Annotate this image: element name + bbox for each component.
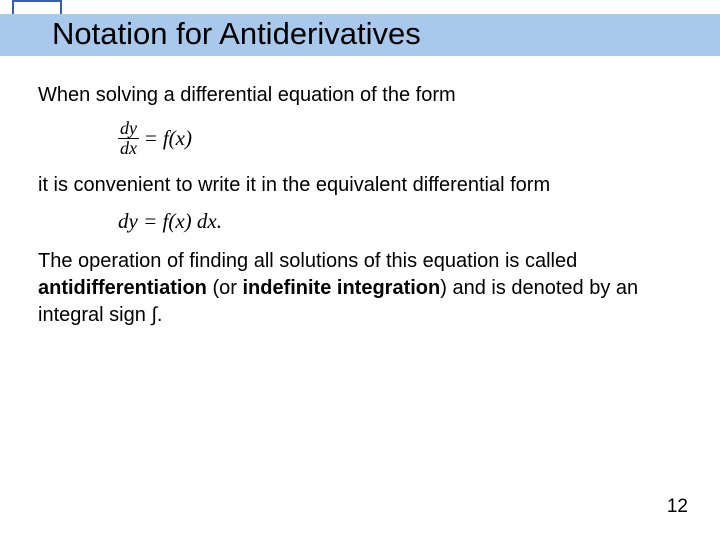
para3-text-c: (or [207, 277, 243, 299]
equals-sign: = [145, 126, 157, 151]
content-area: When solving a differential equation of … [38, 82, 682, 335]
term-indefinite-integration: indefinite integration [242, 277, 440, 299]
paragraph-1: When solving a differential equation of … [38, 82, 682, 109]
fraction-dy-dx: dy dx [118, 119, 139, 158]
fraction-numerator: dy [118, 119, 139, 138]
slide-title: Notation for Antiderivatives [52, 16, 421, 52]
para3-text-a: The operation of finding all solutions o… [38, 250, 577, 272]
fraction-denominator: dx [118, 138, 139, 158]
term-antidifferentiation: antidifferentiation [38, 277, 207, 299]
page-number: 12 [667, 496, 688, 518]
equation-rhs: f(x) [163, 126, 192, 151]
paragraph-2: it is convenient to write it in the equi… [38, 172, 682, 199]
paragraph-3: The operation of finding all solutions o… [38, 248, 682, 329]
equation-1: dy dx = f(x) [118, 119, 682, 158]
equation-2: dy = f(x) dx. [118, 209, 682, 234]
